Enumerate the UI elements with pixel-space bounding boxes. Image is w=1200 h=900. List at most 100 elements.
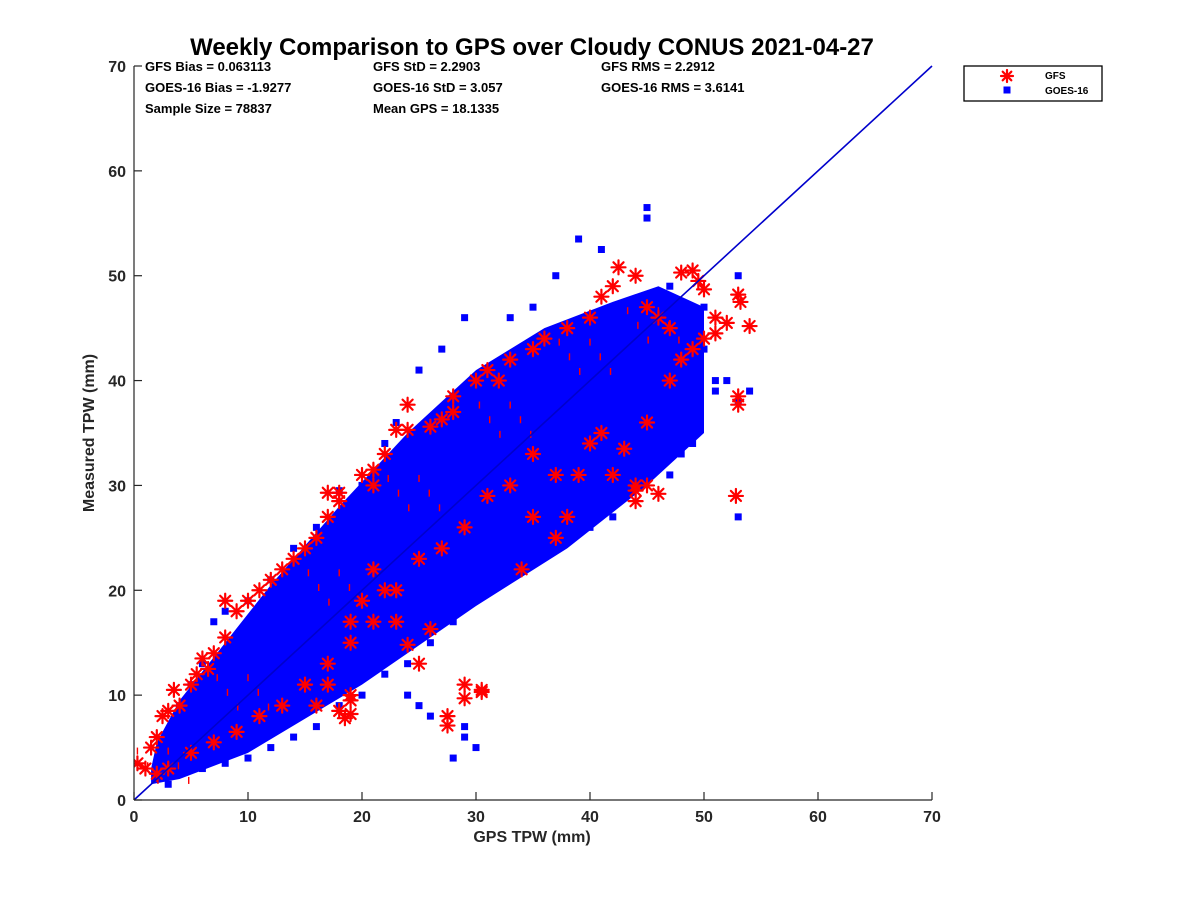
gfs-point [456,676,473,693]
goes16-point [312,607,320,615]
goes16-point [700,345,708,353]
goes16-point [312,723,320,731]
goes16-point [415,508,423,516]
gfs-point [610,259,627,276]
goes16-point [278,670,286,678]
gfs-point [262,571,279,588]
gfs-point [251,582,268,599]
goes16-point [187,728,195,736]
gfs-point [661,320,678,337]
goes16-point [569,429,577,437]
goes16-point [164,773,172,781]
gfs-point [353,592,371,609]
goes16-point [529,303,537,311]
gfs-point [365,613,382,630]
goes16-point [654,460,662,468]
goes16-point [632,345,640,353]
gfs-point [342,692,359,709]
goes16-point [540,534,548,542]
gfs-point [410,655,428,672]
goes16-point [643,204,651,212]
goes16-point [301,649,309,657]
goes16-point [529,439,537,447]
goes16-series [151,204,754,788]
goes16-point [449,513,457,521]
goes16-point [461,502,469,510]
goes16-point [324,628,332,636]
stat-text: GFS Bias = 0.063113 [145,59,271,74]
goes16-point [620,319,628,327]
gfs-point [319,676,336,693]
goes16-point [381,539,389,547]
goes16-point [404,518,412,526]
gfs-point [536,330,553,347]
goes16-point [615,387,622,395]
goes16-point [677,335,685,343]
gfs-point [732,293,749,311]
goes16-point [438,523,446,531]
goes16-point [415,702,423,710]
gfs-point [570,466,587,484]
goes16-point [170,749,178,757]
gfs-point [524,508,542,525]
goes16-point [409,576,417,584]
goes16-point [404,660,412,668]
goes16-point [746,387,754,395]
goes16-point [597,497,605,505]
y-tick-label: 40 [108,374,126,391]
goes16-point [540,392,548,400]
goes16-point [438,607,446,615]
goes16-point [603,398,611,406]
goes16-point [290,544,298,552]
y-axis-label: Measured TPW (mm) [81,354,98,512]
stat-text: GFS StD = 2.2903 [373,59,480,74]
gfs-point [673,351,690,368]
goes16-point [358,481,366,489]
goes16-point [711,377,719,385]
goes16-point [164,780,172,788]
legend-gfs-label: GFS [1045,71,1066,82]
goes16-point [426,497,434,505]
goes16-point [221,759,229,767]
goes16-point [575,361,583,369]
gfs-point [467,372,485,389]
goes16-point [381,670,389,678]
goes16-point [392,529,400,537]
goes16-point [586,350,594,358]
goes16-point [335,618,343,626]
goes16-point [449,618,457,626]
gfs-point [445,388,462,405]
gfs-point [165,681,182,699]
gfs-point [422,620,439,638]
goes16-point [666,282,674,290]
goes16-point [267,681,275,689]
y-tick-label: 70 [108,59,126,76]
goes16-point [489,502,497,510]
goes16-point [518,450,526,458]
y-tick-label: 50 [108,269,126,286]
gfs-point [319,655,336,672]
goes16-point [552,544,560,552]
x-tick-label: 0 [130,809,139,826]
gfs-point [479,361,496,379]
goes16-point [540,429,548,437]
goes16-point [563,408,571,416]
goes16-point [210,618,218,626]
identity-reference-line [133,65,933,801]
goes16-point [284,686,292,694]
x-axis-ticks: 0 10 20 30 40 50 60 70 [130,792,941,826]
goes16-point [432,555,440,563]
goes16-point [193,759,201,767]
stat-text: GOES-16 StD = 3.057 [373,80,503,95]
gfs-point [228,723,245,740]
goes16-point [244,702,252,710]
goes16-point [369,550,377,558]
goes16-point [620,356,628,364]
goes16-point [461,723,469,731]
legend-gfs-marker [999,68,1015,84]
goes16-point [654,324,662,332]
gfs-point [188,666,205,683]
gfs-point [217,592,234,609]
gfs-point [650,485,667,502]
